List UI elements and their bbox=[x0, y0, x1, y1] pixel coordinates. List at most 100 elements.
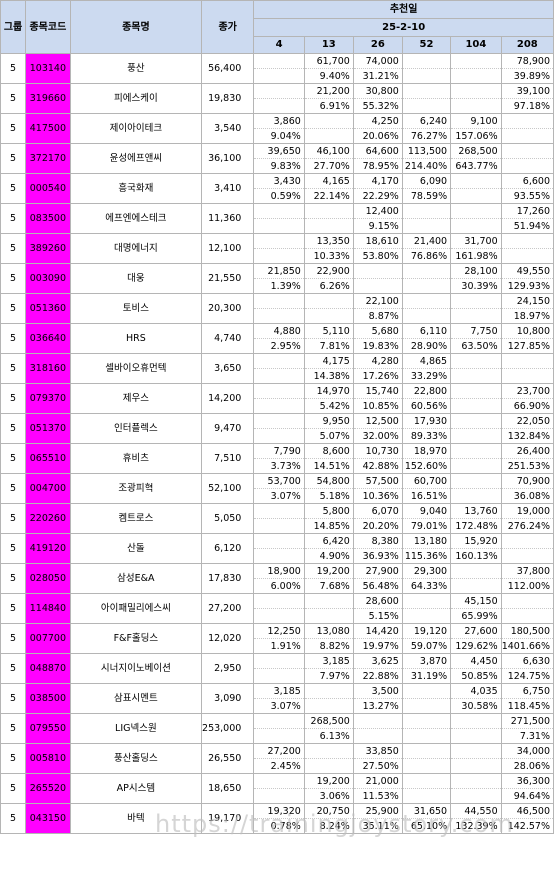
target-price-cell: 14,420 bbox=[352, 623, 403, 639]
return-pct-cell bbox=[401, 218, 452, 234]
stock-code-cell: 043150 bbox=[25, 803, 71, 834]
target-price-cell bbox=[401, 53, 452, 69]
target-price-cell bbox=[401, 773, 452, 789]
return-pct-cell bbox=[401, 68, 452, 84]
target-price-cell: 6,240 bbox=[401, 113, 452, 129]
target-price-cell: 6,750 bbox=[500, 683, 554, 699]
close-price-cell: 11,360 bbox=[201, 203, 255, 234]
close-price-cell: 3,650 bbox=[201, 353, 255, 384]
target-price-cell: 39,650 bbox=[253, 143, 305, 159]
target-price-cell bbox=[401, 713, 452, 729]
stock-code-cell: 004700 bbox=[25, 473, 71, 504]
stock-name-cell: 조광피혁 bbox=[69, 473, 203, 504]
close-price-cell: 3,540 bbox=[201, 113, 255, 144]
group-cell: 5 bbox=[0, 653, 27, 684]
table-row-pct: 8.87% 18.97% bbox=[1, 308, 554, 324]
target-price-cell: 13,080 bbox=[303, 623, 354, 639]
return-pct-cell bbox=[401, 608, 452, 624]
group-cell: 5 bbox=[0, 173, 27, 204]
return-pct-cell: 78.95% bbox=[352, 158, 403, 174]
target-price-cell: 28,600 bbox=[352, 593, 403, 609]
return-pct-cell: 6.13% bbox=[303, 728, 354, 744]
table-row-pct: 7.97% 22.88% 31.19% 50.85% 124.75% bbox=[1, 668, 554, 684]
return-pct-cell bbox=[401, 758, 452, 774]
return-pct-cell: 22.88% bbox=[352, 668, 403, 684]
target-price-cell: 15,740 bbox=[352, 383, 403, 399]
stock-code-cell: 083500 bbox=[25, 203, 71, 234]
return-pct-cell: 8.24% bbox=[303, 818, 354, 834]
stock-name-cell: 인터플렉스 bbox=[69, 413, 203, 444]
return-pct-cell bbox=[303, 698, 354, 714]
table-row: 5 051360 토비스 20,300 22,100 24,150 bbox=[0, 293, 554, 324]
table-row: 5 079550 LIG넥스원 253,000 268,500 271,500 bbox=[0, 713, 554, 744]
stock-code-cell: 005810 bbox=[25, 743, 71, 774]
return-pct-cell bbox=[450, 458, 502, 474]
return-pct-cell: 9.83% bbox=[253, 158, 305, 174]
stock-name-cell: 토비스 bbox=[69, 293, 203, 324]
return-pct-cell bbox=[253, 728, 305, 744]
stock-name-cell: 삼성E&A bbox=[69, 563, 203, 594]
target-price-cell: 3,625 bbox=[352, 653, 403, 669]
return-pct-cell: 152.60% bbox=[401, 458, 452, 474]
target-price-cell: 3,185 bbox=[253, 683, 305, 699]
close-price-cell: 26,550 bbox=[201, 743, 255, 774]
target-price-cell: 28,100 bbox=[450, 263, 502, 279]
target-price-cell: 13,180 bbox=[401, 533, 452, 549]
stock-code-cell: 048870 bbox=[25, 653, 71, 684]
table-row: 5 079370 제우스 14,200 14,970 15,740 22,800 23,700 bbox=[0, 383, 554, 414]
close-price-cell: 3,090 bbox=[201, 683, 255, 714]
return-pct-cell: 51.94% bbox=[500, 218, 554, 234]
target-price-cell bbox=[253, 203, 305, 219]
target-price-cell: 3,430 bbox=[253, 173, 305, 189]
target-price-cell bbox=[303, 293, 354, 309]
stock-code-cell: 319660 bbox=[25, 83, 71, 114]
return-pct-cell: 160.13% bbox=[450, 548, 502, 564]
return-pct-cell: 63.50% bbox=[450, 338, 502, 354]
stock-code-cell: 389260 bbox=[25, 233, 71, 264]
target-price-cell: 10,730 bbox=[352, 443, 403, 459]
header-recommend-label: 추천일 bbox=[253, 0, 554, 20]
return-pct-cell: 172.48% bbox=[450, 518, 502, 534]
return-pct-cell bbox=[253, 608, 305, 624]
return-pct-cell bbox=[253, 218, 305, 234]
target-price-cell: 60,700 bbox=[401, 473, 452, 489]
target-price-cell bbox=[253, 233, 305, 249]
return-pct-cell: 27.50% bbox=[352, 758, 403, 774]
return-pct-cell: 32.00% bbox=[352, 428, 403, 444]
table-row: 5 043150 바텍 19,170 19,320 20,750 25,900 31,650 4… bbox=[0, 803, 554, 834]
table-row-pct: 2.45% 27.50% 28.06% bbox=[1, 758, 554, 774]
target-price-cell: 113,500 bbox=[401, 143, 452, 159]
return-pct-cell: 53.80% bbox=[352, 248, 403, 264]
return-pct-cell: 3.06% bbox=[303, 788, 354, 804]
return-pct-cell: 6.26% bbox=[303, 278, 354, 294]
target-price-cell: 13,760 bbox=[450, 503, 502, 519]
return-pct-cell: 132.84% bbox=[500, 428, 554, 444]
stock-code-cell: 103140 bbox=[25, 53, 71, 84]
return-pct-cell: 3.07% bbox=[253, 698, 305, 714]
target-price-cell: 9,040 bbox=[401, 503, 452, 519]
return-pct-cell bbox=[401, 278, 452, 294]
stock-name-cell: 대명에너지 bbox=[69, 233, 203, 264]
target-price-cell: 17,260 bbox=[500, 203, 554, 219]
target-price-cell bbox=[352, 263, 403, 279]
return-pct-cell: 89.33% bbox=[401, 428, 452, 444]
close-price-cell: 7,510 bbox=[201, 443, 255, 474]
table-row: 5 083500 에프엔에스테크 11,360 12,400 17,260 bbox=[0, 203, 554, 234]
return-pct-cell bbox=[401, 308, 452, 324]
target-price-cell: 30,800 bbox=[352, 83, 403, 99]
return-pct-cell: 643.77% bbox=[450, 158, 502, 174]
table-row: 5 005810 풍산홀딩스 26,550 27,200 33,850 34,000 bbox=[0, 743, 554, 774]
group-cell: 5 bbox=[0, 203, 27, 234]
return-pct-cell bbox=[500, 368, 554, 384]
header-period: 4 bbox=[253, 35, 305, 55]
return-pct-cell: 19.83% bbox=[352, 338, 403, 354]
return-pct-cell: 8.82% bbox=[303, 638, 354, 654]
table-row: 5 065510 휴비츠 7,510 7,790 8,600 10,730 18,970 26,… bbox=[0, 443, 554, 474]
group-cell: 5 bbox=[0, 443, 27, 474]
return-pct-cell: 93.55% bbox=[500, 188, 554, 204]
return-pct-cell: 33.29% bbox=[401, 368, 452, 384]
stock-name-cell: 시너지이노베이션 bbox=[69, 653, 203, 684]
return-pct-cell: 14.85% bbox=[303, 518, 354, 534]
stock-name-cell: F&F홀딩스 bbox=[69, 623, 203, 654]
target-price-cell: 61,700 bbox=[303, 53, 354, 69]
